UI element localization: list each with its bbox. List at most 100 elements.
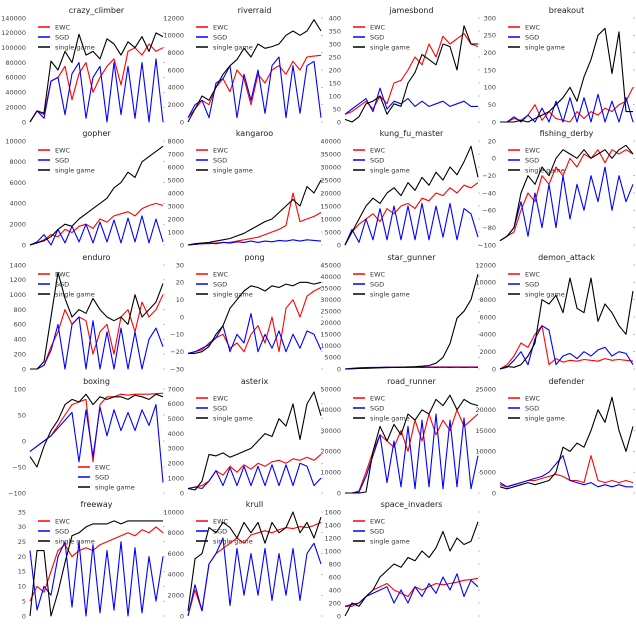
y-tick-label: 0 (180, 489, 184, 497)
legend-label: SGD (213, 33, 227, 41)
y-tick-label: 10 (176, 296, 184, 304)
legend-label: EWC (370, 517, 386, 525)
y-tick-label: 40000 (5, 89, 26, 97)
y-tick-label: 8000 (167, 529, 184, 537)
y-tick-label: 20 (176, 279, 184, 287)
subplot-title: demon_attack (538, 253, 595, 262)
y-tick-label: 15 (18, 568, 26, 576)
y-tick-label: 7000 (167, 150, 184, 158)
y-tick-label: 1000 (167, 474, 184, 482)
subplot-title: star_gunner (388, 253, 437, 262)
y-tick-label: 4000 (167, 189, 184, 197)
y-tick-label: 100 (329, 92, 341, 100)
y-tick-label: 2000 (167, 101, 184, 109)
y-tick-label: 5000 (167, 415, 184, 423)
y-tick-label: −50 (12, 463, 26, 471)
y-tick-label: 20000 (320, 448, 341, 456)
series-line-single-game (187, 179, 322, 246)
y-tick-label: 35000 (320, 150, 341, 158)
series-line-sgd (187, 537, 322, 617)
legend-label: SGD (55, 527, 69, 535)
legend-label: single game (213, 290, 253, 298)
y-tick-label: 250 (329, 53, 341, 61)
legend-label: EWC (525, 394, 541, 402)
subplot-breakout: breakout 0 50 100 150 200 250 300 EWC SGD single g… (484, 6, 635, 126)
y-tick-label: 0 (180, 612, 184, 620)
series-line-single-game (29, 393, 164, 468)
series-line-single-game (499, 277, 634, 370)
series-line-sgd (344, 87, 478, 115)
series-line-ewc (345, 409, 479, 494)
y-tick-label: −80 (482, 224, 496, 232)
subplot-enduro: enduro 0 200 400 600 800 1000 1200 1400 EWC SGD sin… (9, 253, 165, 373)
series-line-single-game (30, 271, 164, 370)
legend-label: single game (55, 43, 95, 51)
y-tick-label: 10000 (320, 342, 341, 350)
y-tick-label: 12000 (163, 14, 184, 22)
y-tick-label: 3000 (167, 445, 184, 453)
series-line-ewc (345, 577, 479, 607)
y-tick-label: 5000 (324, 354, 341, 362)
y-tick-label: 200 (329, 599, 341, 607)
subplot-title: breakout (549, 6, 584, 15)
subplot-asterix: asterix 0 1000 2000 3000 4000 5000 6000 7000 EWC S… (167, 377, 323, 497)
y-tick-label: 30000 (320, 163, 341, 171)
y-tick-label: 25000 (475, 385, 496, 393)
legend-label: SGD (213, 280, 227, 288)
y-tick-label: 1400 (9, 261, 26, 269)
series-line-sgd (29, 404, 164, 483)
series-line-sgd (499, 455, 633, 488)
legend-label: EWC (95, 463, 111, 471)
y-tick-label: 80000 (5, 59, 26, 67)
legend-label: single game (525, 290, 565, 298)
y-tick-label: 15000 (475, 427, 496, 435)
y-tick-label: 0 (492, 365, 496, 373)
series-line-sgd (187, 56, 322, 119)
y-tick-label: 8000 (167, 137, 184, 145)
series-line-single-game (29, 32, 164, 123)
y-tick-label: 1400 (324, 521, 341, 529)
y-tick-label: 1000 (167, 228, 184, 236)
y-tick-label: 1000 (9, 291, 26, 299)
legend-label: EWC (370, 394, 386, 402)
y-tick-label: 0 (22, 365, 26, 373)
y-tick-label: 30 (176, 261, 184, 269)
legend-label: EWC (213, 23, 229, 31)
series-line-ewc (29, 392, 164, 463)
y-tick-label: 7000 (167, 385, 184, 393)
y-tick-label: 6000 (9, 179, 26, 187)
legend-label: single game (213, 414, 253, 422)
series-line-sgd (187, 239, 322, 246)
series-line-ewc (500, 87, 634, 123)
legend-label: SGD (213, 404, 227, 412)
subplot-title: gopher (82, 129, 111, 138)
y-tick-label: 1200 (9, 276, 26, 284)
legend-label: single game (525, 166, 565, 174)
legend-label: EWC (370, 270, 386, 278)
legend-label: EWC (213, 517, 229, 525)
y-tick-label: 0 (180, 313, 184, 321)
y-tick-label: −100 (8, 489, 26, 497)
legend-label: EWC (525, 23, 541, 31)
legend-label: SGD (55, 280, 69, 288)
legend-label: EWC (55, 146, 71, 154)
y-tick-label: 0 (337, 241, 341, 249)
y-tick-label: −30 (170, 365, 184, 373)
y-tick-label: 100 (14, 385, 26, 393)
y-tick-label: 0 (492, 118, 496, 126)
series-line-ewc (187, 192, 322, 246)
y-tick-label: 1000 (324, 547, 341, 555)
series-line-sgd (30, 316, 164, 370)
y-tick-label: 6000 (167, 400, 184, 408)
legend-label: EWC (213, 394, 229, 402)
y-tick-label: 30000 (320, 427, 341, 435)
y-tick-label: 25000 (320, 176, 341, 184)
series-line-sgd (344, 202, 479, 246)
legend-label: EWC (213, 146, 229, 154)
subplot-title: enduro (82, 253, 110, 262)
y-tick-label: 600 (329, 573, 341, 581)
series-line-single-game (29, 520, 163, 617)
y-tick-label: 100000 (1, 44, 26, 52)
subplot-title: road_runner (387, 377, 436, 386)
